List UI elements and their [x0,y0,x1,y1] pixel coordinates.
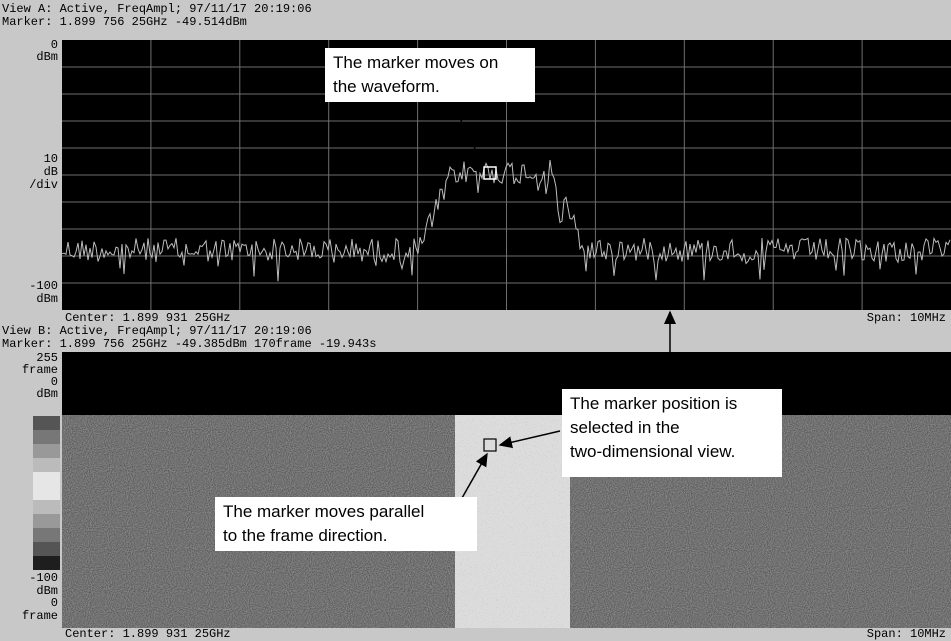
marker-readout: Marker: 1.899 756 25GHz -49.385dBm 170fr… [2,337,376,351]
callout-text: to the frame direction. [223,526,387,545]
callout-text: The marker moves parallel [223,502,424,521]
span: Span: 10MHz [867,627,946,641]
y-label: -100 [29,279,58,293]
color-bar [33,444,60,458]
waterfall-empty [62,352,951,415]
y-label: 255 [36,351,58,365]
callout-box [562,389,782,477]
color-bar [33,500,60,514]
y-label: /div [29,178,58,192]
callout-box [215,497,477,551]
arrow [451,101,484,167]
color-bar [33,542,60,556]
y-label: 0 [51,596,58,610]
color-bar [33,514,60,528]
y-label: dBm [36,50,58,64]
callout-text: The marker moves on [333,53,498,72]
color-bar [33,556,60,570]
color-bar [33,528,60,542]
color-bar [33,486,60,500]
callout-text: selected in the [570,418,680,437]
callout-box [325,48,535,102]
y-label: 10 [44,152,58,166]
y-label: dBm [36,584,58,598]
y-label: 0 [51,38,58,52]
center-freq: Center: 1.899 931 25GHz [65,627,231,641]
arrow [461,452,488,499]
y-label: frame [22,363,58,377]
y-label: 0 [51,375,58,389]
trace [61,160,951,282]
color-bar [33,472,60,486]
callout-text: two-dimensional view. [570,442,735,461]
y-label: -100 [29,571,58,585]
y-label: frame [22,609,58,623]
y-label: dBm [36,387,58,401]
callout-text: the waveform. [333,77,440,96]
view-header: View A: Active, FreqAmpl; 97/11/17 20:19… [2,2,312,16]
color-bar [33,458,60,472]
color-bar [33,416,60,430]
view-header: View B: Active, FreqAmpl; 97/11/17 20:19… [2,324,312,338]
color-bar [33,430,60,444]
span: Span: 10MHz [867,311,946,325]
callout-text: The marker position is [570,394,737,413]
marker-b [483,438,497,452]
y-label: dB [44,165,58,179]
marker-readout: Marker: 1.899 756 25GHz -49.514dBm [2,15,247,29]
marker-a [483,166,497,180]
arrow [498,430,561,449]
center-freq: Center: 1.899 931 25GHz [65,311,231,325]
y-label: dBm [36,292,58,306]
